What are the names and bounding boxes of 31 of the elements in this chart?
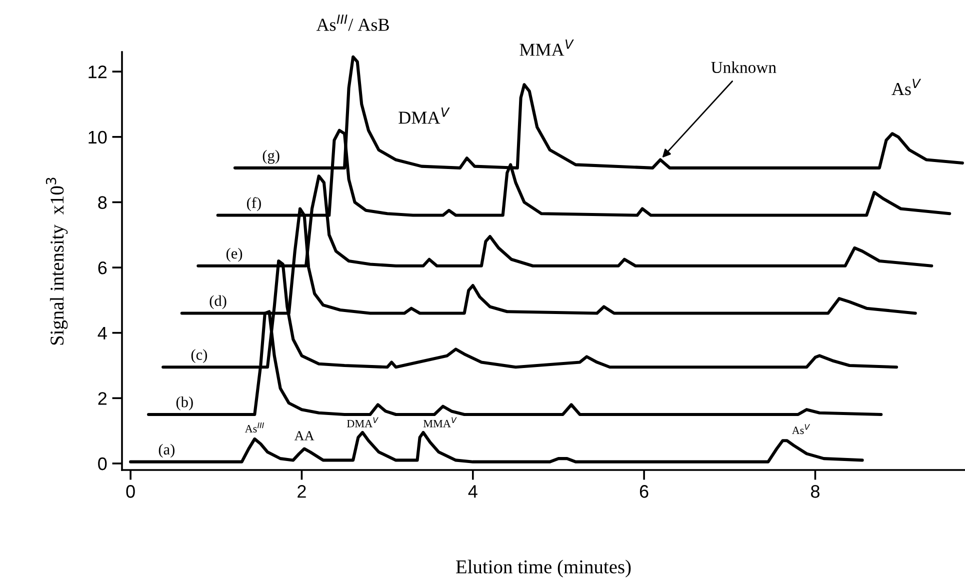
y-tick-label: 4 [98, 326, 107, 340]
annotation: DMA$^{V}$ [346, 417, 378, 428]
series-label: (a) [158, 444, 174, 458]
series-label: (c) [191, 349, 207, 363]
x-tick-label: 8 [810, 485, 820, 498]
annotation: DMA$^{V}$ [398, 107, 450, 124]
series-label: (d) [210, 295, 226, 310]
annotation: AA [294, 431, 314, 440]
y-tick-label: 10 [88, 130, 107, 144]
y-tick-label: 8 [98, 196, 107, 209]
y-tick-label: 2 [98, 392, 107, 405]
annotation: Unknown [711, 61, 776, 74]
x-tick-label: 2 [298, 485, 306, 498]
series-label: (g) [262, 150, 280, 164]
x-axis-title: Elution time (minutes) [456, 560, 631, 578]
x-tick-label: 0 [126, 485, 135, 498]
y-axis-title: Signal intensity x10$^{3}$ [46, 178, 68, 345]
annotation: As$^{V}$ [792, 424, 810, 434]
x-tick-label: 6 [640, 485, 648, 498]
annotation: As$^{III}$/ AsB [316, 14, 389, 31]
y-tick-label: 6 [98, 261, 107, 274]
annotation: MMA$^{V}$ [520, 40, 574, 56]
series-label: (f) [247, 197, 261, 212]
series-label: (b) [176, 396, 193, 410]
annotation: As$^{V}$ [892, 78, 922, 96]
annotation: As$^{III}$ [244, 422, 264, 432]
series-label: (e) [226, 248, 242, 262]
x-tick-label: 4 [468, 485, 478, 498]
y-tick-label: 0 [98, 457, 107, 470]
y-tick-label: 12 [88, 66, 107, 78]
annotation: MMA$^{V}$ [423, 417, 457, 428]
